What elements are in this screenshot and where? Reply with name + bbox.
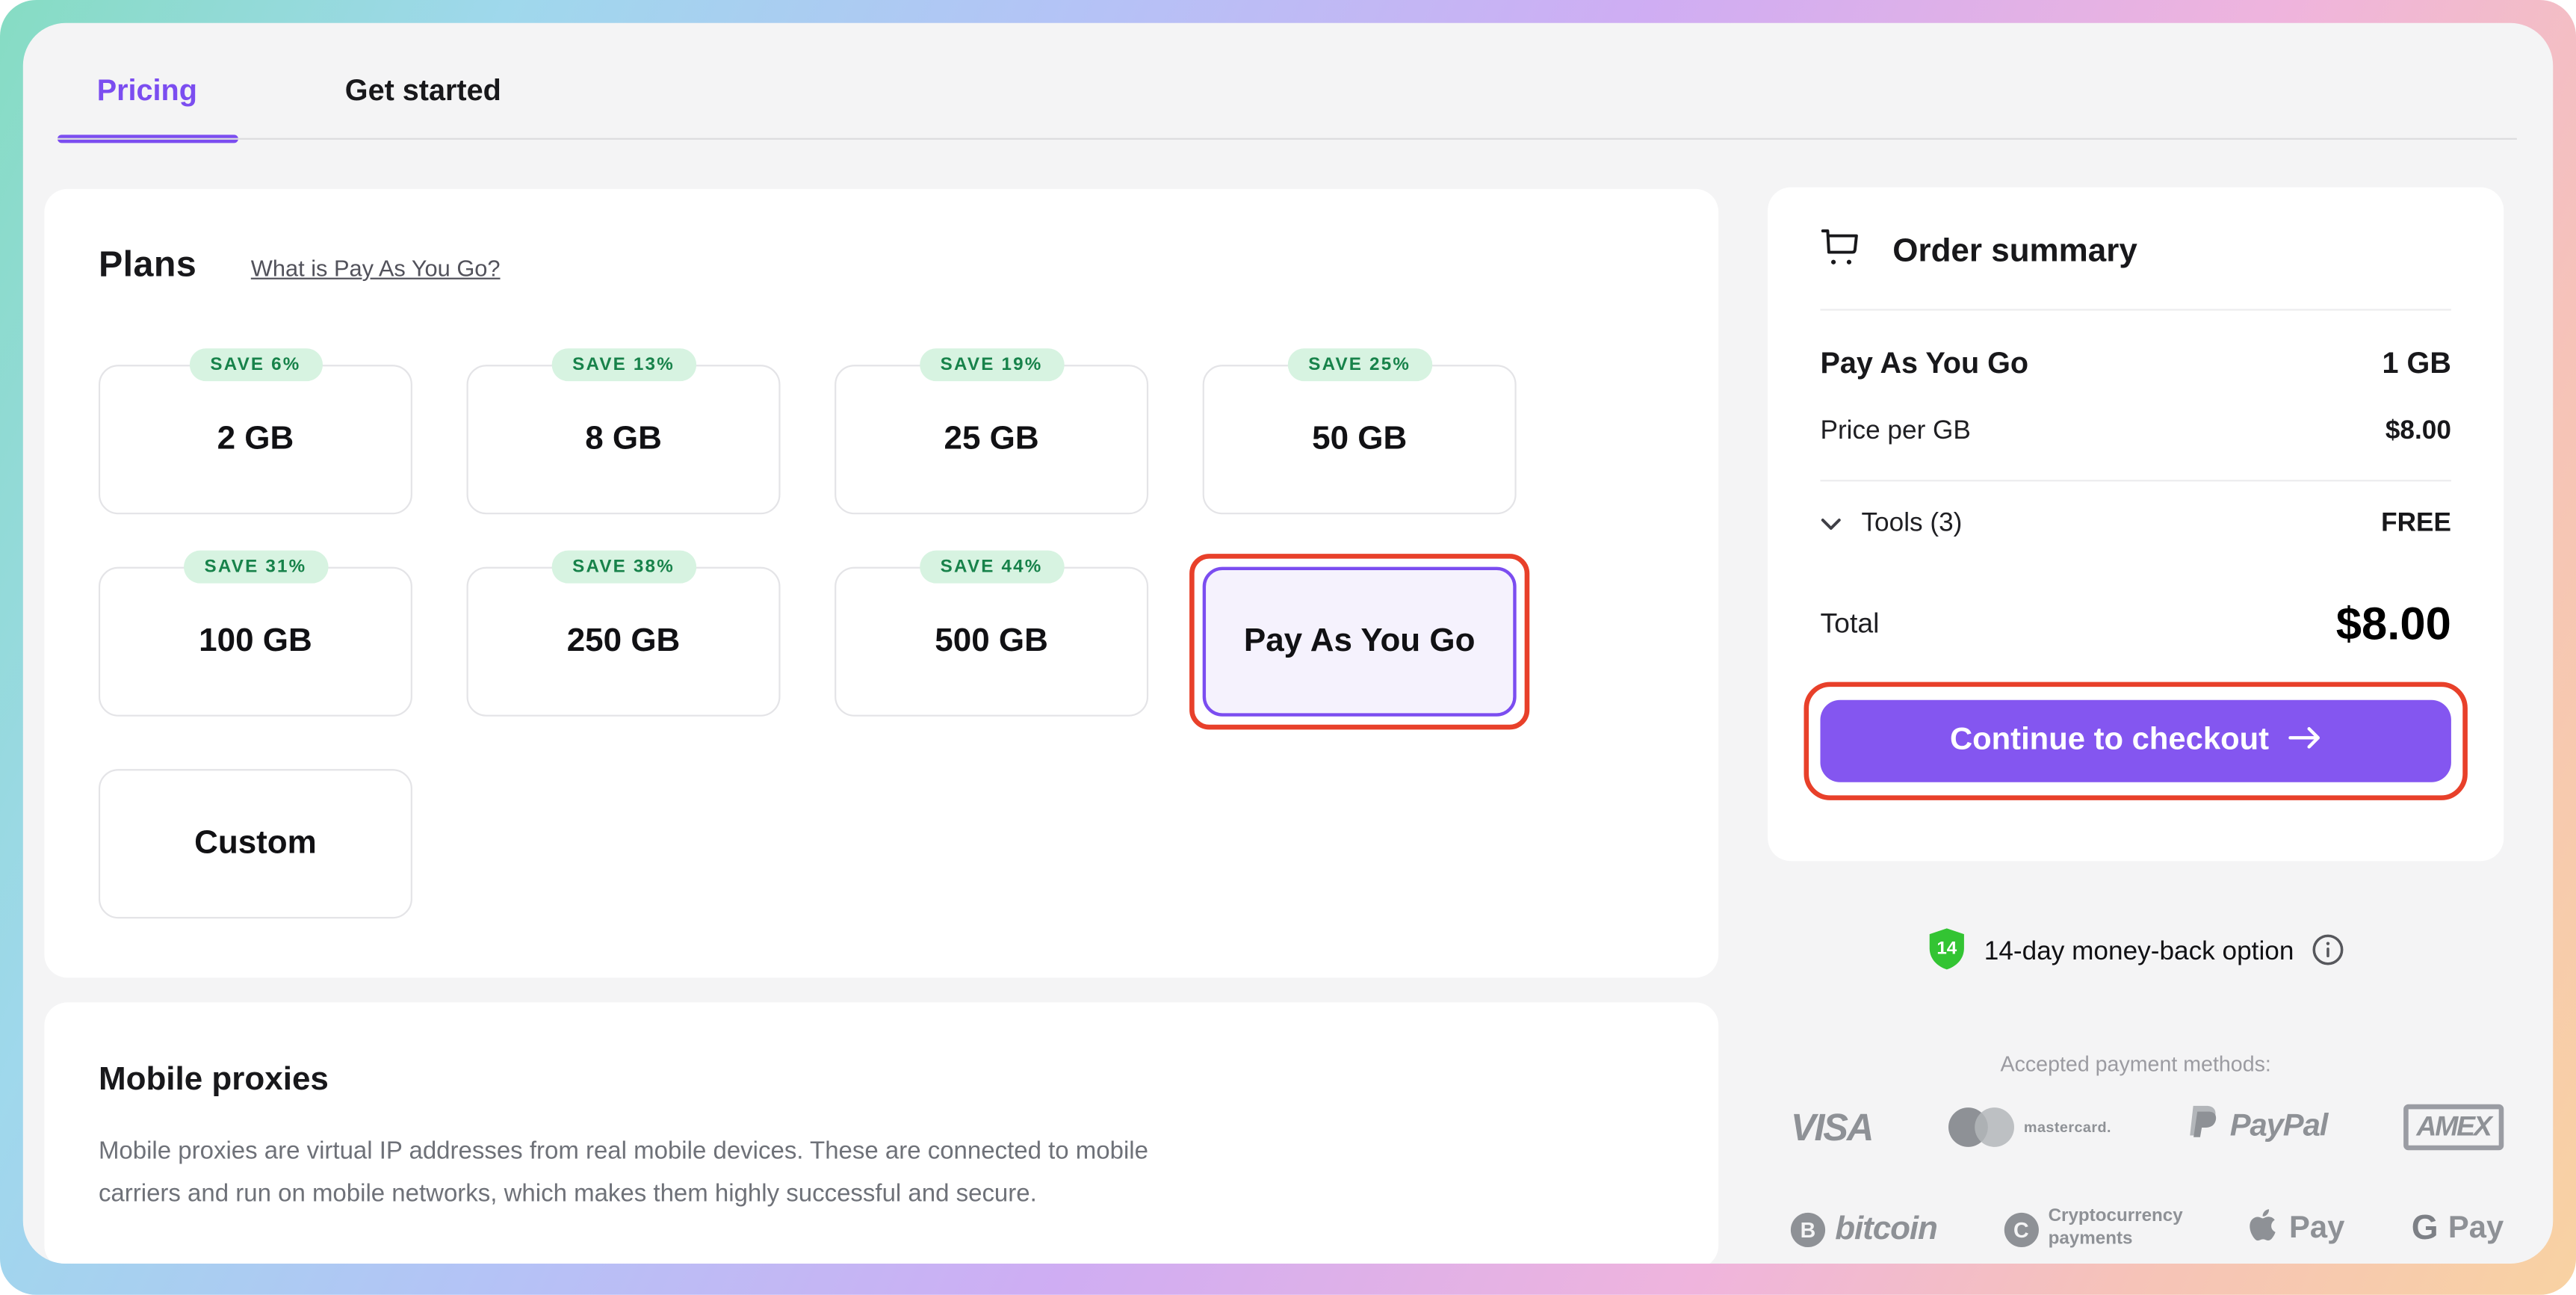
- order-plan-value: 1 GB: [2382, 346, 2451, 380]
- order-plan-label: Pay As You Go: [1820, 346, 2029, 380]
- info-icon[interactable]: [2312, 933, 2345, 974]
- crypto-coin-icon: C: [2004, 1211, 2039, 1246]
- order-tools-row[interactable]: Tools (3) FREE: [1820, 509, 2451, 540]
- money-back-guarantee: 14 14-day money-back option: [1768, 927, 2504, 979]
- plan-card-label: Pay As You Go: [1243, 622, 1476, 659]
- plan-card-label: 25 GB: [944, 420, 1039, 457]
- order-summary-title: Order summary: [1892, 233, 2137, 270]
- payg-info-link[interactable]: What is Pay As You Go?: [250, 254, 501, 282]
- order-tools-label: Tools (3): [1861, 509, 1963, 538]
- plan-card-250gb[interactable]: SAVE 38% 250 GB: [466, 550, 781, 717]
- mastercard-logo: mastercard.: [1948, 1107, 2111, 1147]
- cryptocurrency-payments-logo: C Cryptocurrency payments: [2004, 1207, 2183, 1252]
- plan-card-50gb[interactable]: SAVE 25% 50 GB: [1202, 348, 1517, 515]
- paypal-p-icon: [2188, 1104, 2220, 1152]
- save-badge: SAVE 25%: [1287, 348, 1432, 382]
- mobile-proxies-panel: Mobile proxies Mobile proxies are virtua…: [44, 1002, 1719, 1264]
- apple-pay-logo: Pay: [2250, 1208, 2344, 1250]
- plan-card-8gb[interactable]: SAVE 13% 8 GB: [466, 348, 781, 515]
- order-price-label: Price per GB: [1820, 417, 1971, 445]
- mobile-proxies-description: Mobile proxies are virtual IP addresses …: [98, 1137, 1148, 1208]
- divider: [1820, 480, 2451, 482]
- bitcoin-logo: B bitcoin: [1790, 1211, 1938, 1249]
- order-tools-value: FREE: [2381, 509, 2451, 538]
- arrow-right-icon: [2288, 723, 2321, 759]
- plan-card-custom[interactable]: Custom: [98, 769, 412, 919]
- plan-card-label: 250 GB: [566, 622, 681, 659]
- tabbar-divider: [57, 137, 2517, 140]
- order-total-row: Total $8.00: [1820, 598, 2450, 650]
- plan-card-500gb[interactable]: SAVE 44% 500 GB: [835, 550, 1149, 717]
- save-badge: SAVE 31%: [182, 550, 328, 584]
- plan-card-25gb[interactable]: SAVE 19% 25 GB: [835, 348, 1149, 515]
- save-badge: SAVE 19%: [919, 348, 1065, 382]
- chevron-down-icon: [1820, 510, 1842, 540]
- order-price-row: Price per GB $8.00: [1820, 418, 2450, 448]
- continue-to-checkout-button[interactable]: Continue to checkout: [1820, 699, 2451, 782]
- plan-card-grid: SAVE 6% 2 GB SAVE 13% 8 GB SAVE 19% 25 G…: [98, 348, 1530, 919]
- plan-card-label: 2 GB: [217, 420, 294, 457]
- paypal-logo: PayPal: [2188, 1104, 2328, 1152]
- order-price-value: $8.00: [2385, 417, 2451, 445]
- apple-icon: [2250, 1208, 2279, 1250]
- bitcoin-coin-icon: B: [1790, 1211, 1826, 1246]
- save-badge: SAVE 6%: [188, 348, 323, 382]
- order-total-label: Total: [1820, 608, 1880, 640]
- mastercard-circles-icon: [1948, 1107, 2014, 1147]
- shield-icon: 14: [1927, 927, 1966, 979]
- plan-card-2gb[interactable]: SAVE 6% 2 GB: [98, 348, 412, 515]
- order-summary-panel: Order summary Pay As You Go 1 GB Price p…: [1768, 187, 2504, 862]
- svg-text:14: 14: [1936, 939, 1957, 959]
- mobile-proxies-title: Mobile proxies: [98, 1061, 329, 1098]
- order-total-value: $8.00: [2335, 598, 2451, 649]
- save-badge: SAVE 38%: [551, 550, 696, 584]
- plan-card-label: Custom: [194, 824, 317, 862]
- tab-pricing[interactable]: Pricing: [96, 73, 197, 107]
- money-back-text: 14-day money-back option: [1984, 938, 2294, 967]
- divider: [1820, 309, 2451, 311]
- plan-card-100gb[interactable]: SAVE 31% 100 GB: [98, 550, 412, 717]
- plan-card-label: 8 GB: [585, 420, 662, 457]
- order-plan-row: Pay As You Go 1 GB: [1820, 347, 2450, 381]
- visa-logo: VISA: [1790, 1104, 1874, 1149]
- payment-logos-row-2: B bitcoin C Cryptocurrency payments: [1790, 1193, 2504, 1264]
- cart-icon: [1820, 229, 1863, 276]
- checkout-button-annotation: Continue to checkout: [1803, 682, 2468, 800]
- accepted-payment-methods-heading: Accepted payment methods:: [2000, 1051, 2271, 1077]
- save-badge: SAVE 13%: [551, 348, 696, 382]
- google-pay-logo: G Pay: [2412, 1209, 2504, 1249]
- plan-card-label: 100 GB: [199, 622, 312, 659]
- plan-card-pay-as-you-go[interactable]: Pay As You Go: [1189, 554, 1530, 730]
- payment-logos-row-1: VISA mastercard. PayPal AMEX: [1791, 1095, 2504, 1160]
- plans-panel: Plans What is Pay As You Go? SAVE 6% 2 G…: [44, 188, 1719, 978]
- amex-logo: AMEX: [2403, 1104, 2504, 1151]
- tab-get-started[interactable]: Get started: [344, 73, 501, 107]
- page-background: Pricing Get started Plans What is Pay As…: [22, 22, 2554, 1264]
- google-g-icon: G: [2411, 1209, 2439, 1248]
- plan-card-label: 50 GB: [1312, 420, 1408, 457]
- save-badge: SAVE 44%: [919, 550, 1065, 584]
- plan-card-label: 500 GB: [935, 622, 1048, 659]
- plans-title: Plans: [98, 243, 197, 285]
